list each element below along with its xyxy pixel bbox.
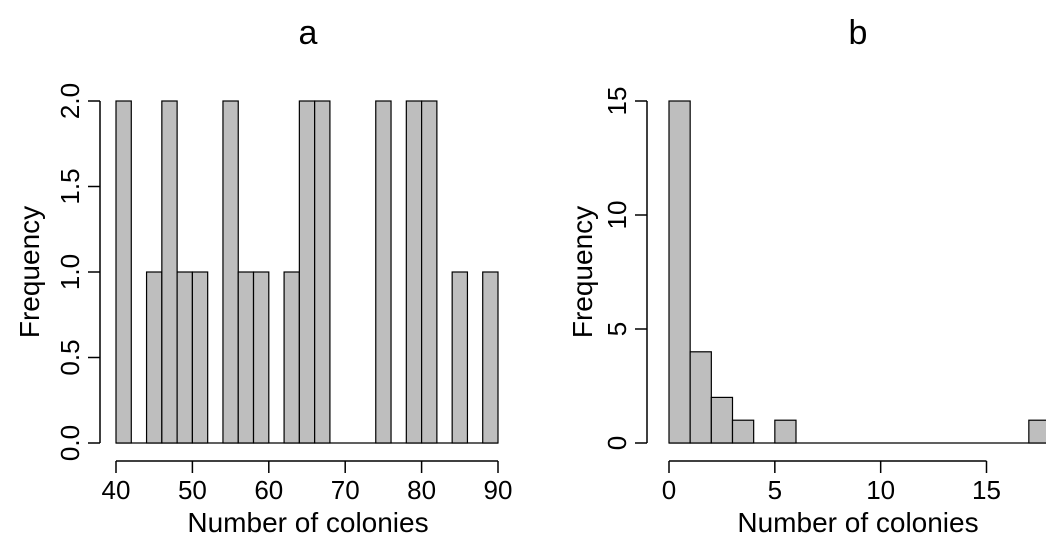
panel-b-x-tick-label-0: 0 [662, 475, 676, 505]
panel-b-xlabel: Number of colonies [737, 507, 978, 535]
panel-b-bar-1 [689, 351, 712, 444]
panel-a-bar-3 [176, 271, 193, 444]
panel-a-bar-7 [252, 271, 270, 444]
panel-a-bar-10 [314, 100, 331, 444]
panel-a-title: a [299, 14, 318, 52]
panel-a-x-tick-label-3: 70 [331, 475, 360, 505]
panel-a-bar-6 [237, 271, 255, 444]
panel-b-x-tick-label-1: 5 [768, 475, 782, 505]
panel-b-title: b [849, 14, 868, 52]
panel-b-ylabel: Frequency [567, 206, 598, 338]
panel-a-bars [115, 100, 499, 444]
panel-b-y-tick-label-0: 0 [602, 436, 632, 450]
panel-a-y-tick-label-4: 2.0 [55, 83, 85, 119]
panel-a-bar-8 [283, 271, 300, 444]
panel-a-x-tick-label-5: 90 [484, 475, 513, 505]
panel-b: b Number of colonies Frequency 0 5 10 15 0 5 1… [567, 14, 1046, 538]
panel-a-bar-1 [145, 271, 163, 444]
panel-a-bar-0 [115, 100, 132, 444]
panel-b-bar-0 [668, 100, 691, 444]
panel-b-y-tick-label-1: 5 [602, 322, 632, 336]
panel-b-x-tick-label-2: 10 [866, 475, 895, 505]
panel-a-bar-11 [375, 100, 392, 444]
panel-a-axes: 40 50 60 70 80 90 0.0 0.5 1.0 1.5 2.0 [55, 83, 512, 505]
panel-a-bar-12 [405, 100, 423, 444]
panel-a-bar-4 [191, 271, 209, 444]
panel-a-bar-9 [298, 100, 316, 444]
panel-b-x-tick-label-3: 15 [972, 475, 1001, 505]
panel-a: a Number of colonies Frequency 40 50 60 70 8… [14, 14, 512, 538]
panel-b-bar-5 [1028, 419, 1046, 444]
panel-a-y-tick-label-3: 1.5 [55, 168, 85, 204]
panel-a-y-tick-label-2: 1.0 [55, 254, 85, 290]
panel-a-x-tick-label-4: 80 [407, 475, 436, 505]
panel-a-y-tick-label-0: 0.0 [55, 425, 85, 461]
panel-a-xlabel: Number of colonies [187, 507, 428, 535]
panel-a-bar-14 [451, 271, 469, 444]
panel-a-bar-15 [482, 271, 499, 444]
panel-b-bar-3 [731, 419, 755, 444]
panel-b-axes: 0 5 10 15 0 5 10 15 [602, 87, 1001, 505]
panel-a-x-tick-label-0: 40 [102, 475, 131, 505]
panel-a-x-tick-label-1: 50 [178, 475, 207, 505]
panel-b-y-tick-label-3: 15 [602, 87, 632, 116]
panel-b-bar-2 [710, 396, 734, 444]
panel-a-bar-13 [421, 100, 438, 444]
panel-a-y-tick-label-1: 0.5 [55, 339, 85, 375]
panel-b-bar-4 [774, 419, 797, 444]
panel-a-x-tick-label-2: 60 [254, 475, 283, 505]
panel-a-bar-5 [222, 100, 239, 444]
panel-a-ylabel: Frequency [14, 206, 45, 338]
panel-b-y-tick-label-2: 10 [602, 201, 632, 230]
panel-b-bars [668, 100, 1046, 444]
panel-a-bar-2 [161, 100, 178, 444]
